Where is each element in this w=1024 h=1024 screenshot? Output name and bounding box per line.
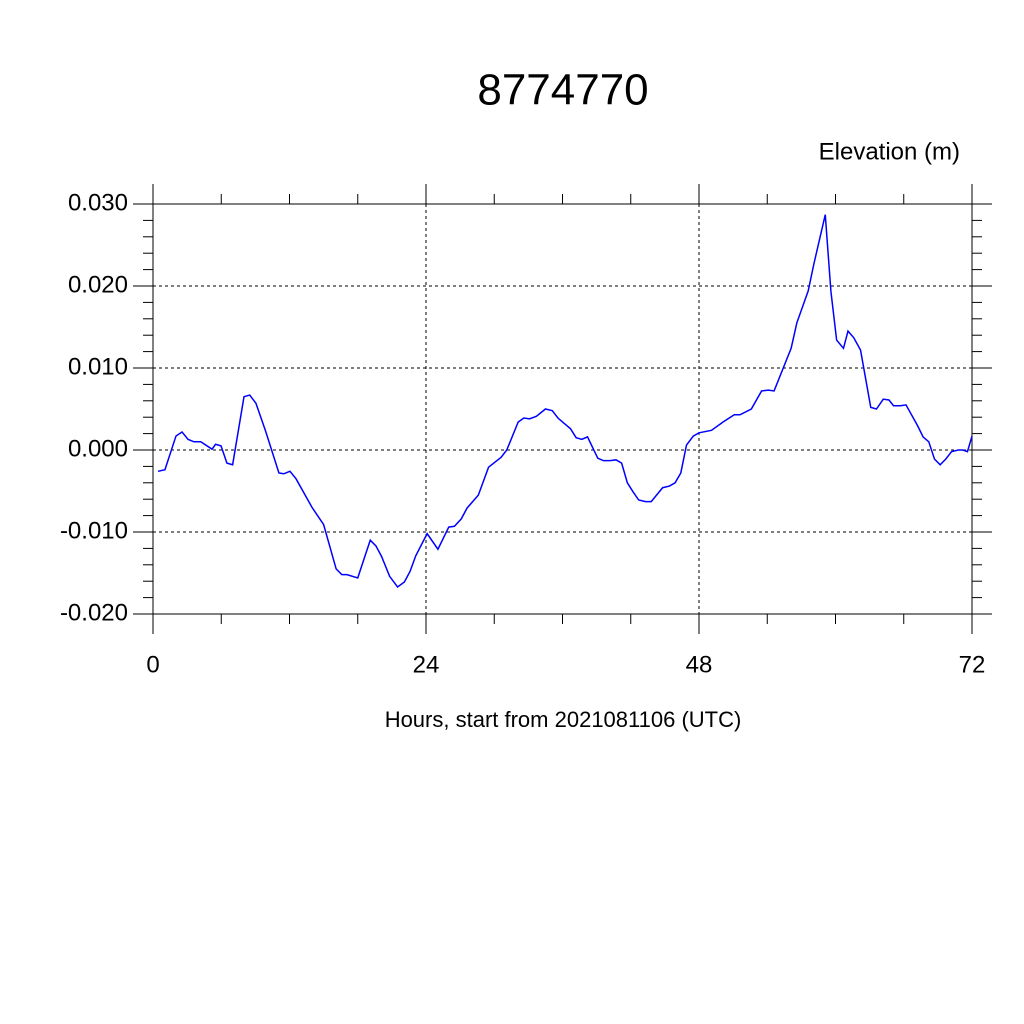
x-tick-label: 72 <box>959 651 986 678</box>
x-tick-label: 48 <box>686 651 713 678</box>
x-axis-label: Hours, start from 2021081106 (UTC) <box>385 707 742 732</box>
y-tick-label: -0.010 <box>60 517 128 544</box>
chart-title: 8774770 <box>477 66 648 115</box>
y-tick-label: 0.030 <box>68 189 128 216</box>
y-axis-label: Elevation (m) <box>819 138 960 165</box>
y-tick-label: 0.000 <box>68 435 128 462</box>
y-tick-label: -0.020 <box>60 599 128 626</box>
data-line <box>157 214 973 588</box>
y-tick-label: 0.010 <box>68 353 128 380</box>
x-tick-label: 0 <box>146 651 159 678</box>
y-tick-label: 0.020 <box>68 271 128 298</box>
plot-frame <box>152 203 973 615</box>
x-tick-label: 24 <box>413 651 440 678</box>
